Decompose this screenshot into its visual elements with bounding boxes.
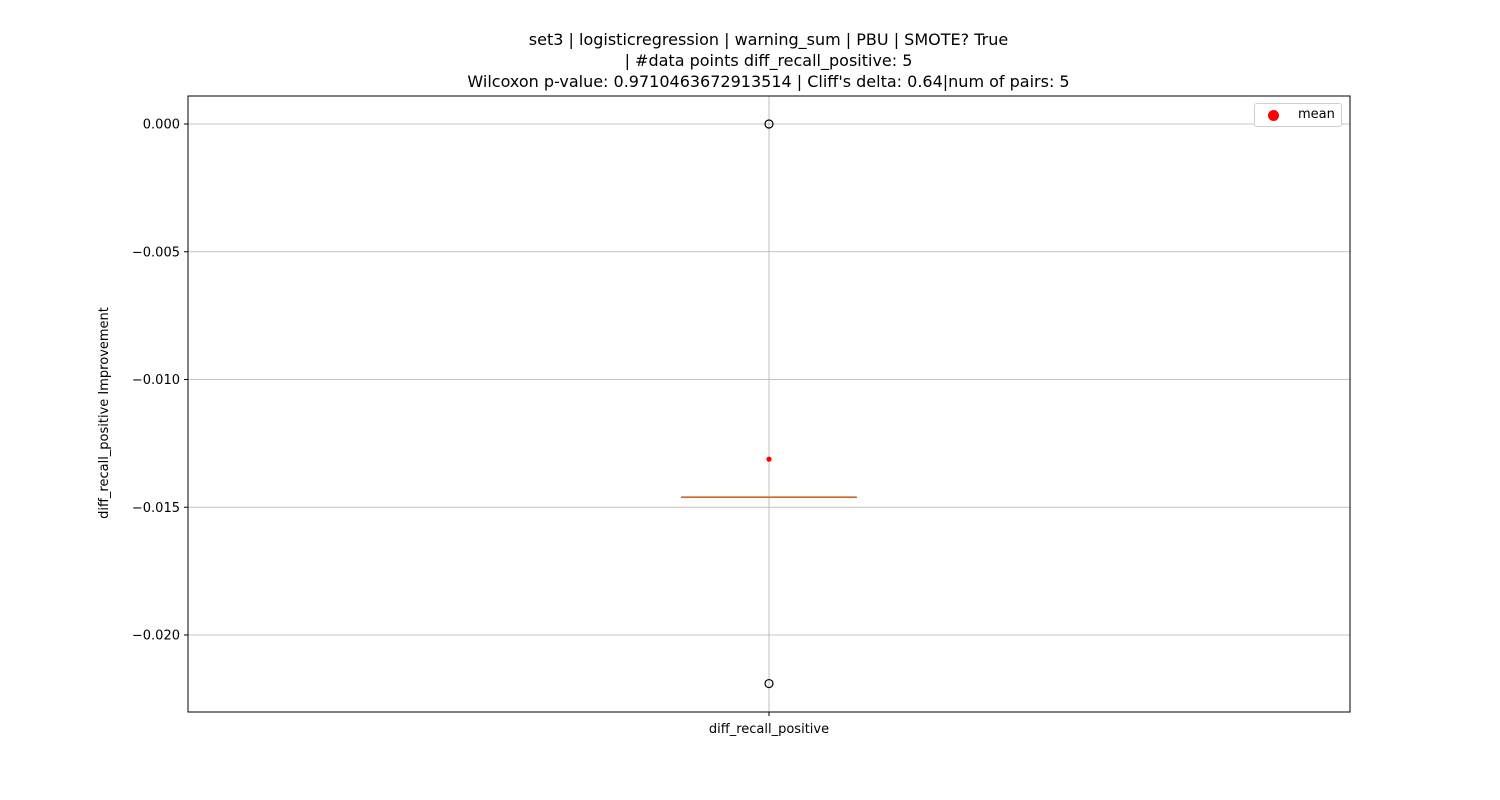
y-tick-label: −0.015 [132, 501, 180, 516]
chart-title: set3 | logisticregression | warning_sum … [0, 29, 1500, 92]
y-tick-label: −0.010 [132, 373, 180, 388]
y-tick-label: −0.020 [132, 629, 180, 644]
title-line-3: Wilcoxon p-value: 0.9710463672913514 | C… [467, 72, 1070, 91]
y-tick-label: 0.000 [143, 118, 180, 133]
title-line-2: | #data points diff_recall_positive: 5 [624, 51, 913, 70]
title-line-1: set3 | logisticregression | warning_sum … [528, 30, 1009, 49]
legend-mean-label: mean [1298, 107, 1335, 122]
x-tick-label: diff_recall_positive [709, 722, 829, 737]
y-axis-label: diff_recall_positive Improvement [97, 307, 112, 519]
legend-mean-marker [1268, 110, 1279, 121]
legend: mean [1254, 103, 1342, 127]
mean-point [766, 456, 772, 462]
outlier-point [764, 119, 774, 129]
y-tick-label: −0.005 [132, 245, 180, 260]
outlier-point [764, 678, 774, 689]
